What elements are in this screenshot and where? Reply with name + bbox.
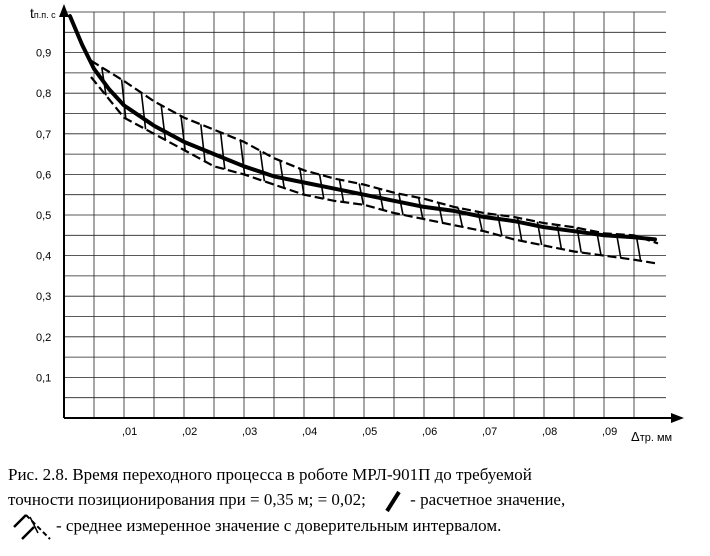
legend-calculated-label: - расчетное значение, xyxy=(410,490,566,509)
x-tick-label: ,04 xyxy=(302,426,317,438)
y-tick-label: 0,3 xyxy=(36,291,51,303)
x-tick-label: ,09 xyxy=(602,426,617,438)
interval-hatch-mark xyxy=(437,202,444,223)
interval-hatch-mark xyxy=(219,132,226,170)
interval-hatch-mark xyxy=(120,79,127,119)
interval-hatch-mark xyxy=(239,140,246,175)
interval-upper-boundary xyxy=(90,59,659,245)
caption-conditions: точности позиционирования при = 0,35 м; … xyxy=(8,490,366,509)
x-tick-label: ,01 xyxy=(122,426,137,438)
y-tick-label: 0,7 xyxy=(36,129,51,141)
y-tick-label: 0,1 xyxy=(36,372,51,384)
x-tick-label: ,07 xyxy=(482,426,497,438)
x-tick-label: ,06 xyxy=(422,426,437,438)
y-tick-label: 0,5 xyxy=(36,210,51,222)
interval-hatch-mark xyxy=(200,124,206,162)
interval-hatch-mark xyxy=(279,160,285,189)
x-tick-label: ,02 xyxy=(182,426,197,438)
interval-hatch-mark xyxy=(180,115,186,151)
caption-line-3: - среднее измеренное значение с доверите… xyxy=(8,513,698,541)
y-axis-title-sub: п.п. с xyxy=(34,10,56,20)
calculated-line-legend-icon xyxy=(385,491,401,513)
y-tick-label: 0,8 xyxy=(36,88,51,100)
series-lines xyxy=(68,14,657,242)
x-axis-title: Δтр. мм xyxy=(631,429,672,444)
interval-hatch-mark xyxy=(140,92,147,130)
caption-line-2: точности позиционирования при = 0,35 м; … xyxy=(8,487,698,513)
interval-hatch-mark xyxy=(635,235,642,261)
y-axis-title: tп.п. с xyxy=(30,5,56,21)
y-axis-arrow xyxy=(59,4,69,17)
axes xyxy=(59,4,684,423)
confidence-interval-band xyxy=(90,59,659,265)
interval-hatch-mark xyxy=(160,105,167,141)
y-tick-label: 0,6 xyxy=(36,169,51,181)
interval-band-legend-icon xyxy=(13,514,51,541)
y-tick-label: 0,2 xyxy=(36,332,51,344)
y-tick-label: 0,4 xyxy=(36,251,51,263)
caption-line-1: Рис. 2.8. Время переходного процесса в р… xyxy=(8,465,532,484)
calculated-curve xyxy=(68,14,657,242)
x-axis-arrow xyxy=(671,413,684,423)
x-tick-label: ,05 xyxy=(362,426,377,438)
y-tick-label: 0,9 xyxy=(36,48,51,60)
x-tick-label: ,08 xyxy=(542,426,557,438)
x-axis-title-sub: тр. мм xyxy=(640,432,672,444)
tick-labels: 0,1 0,2 0,3 0,4 0,5 0,6 0,7 0,8 0,9 ,01 ,02 ,03 ,04,… xyxy=(36,48,617,438)
interval-lower-boundary xyxy=(90,76,659,265)
interval-hatch-mark xyxy=(259,150,266,182)
grid-horizontal-lines xyxy=(64,11,666,399)
legend-measured-label: - среднее измеренное значение с доверите… xyxy=(56,516,502,536)
figure-caption: Рис. 2.8. Время переходного процесса в р… xyxy=(8,462,698,541)
x-tick-label: ,03 xyxy=(242,426,257,438)
